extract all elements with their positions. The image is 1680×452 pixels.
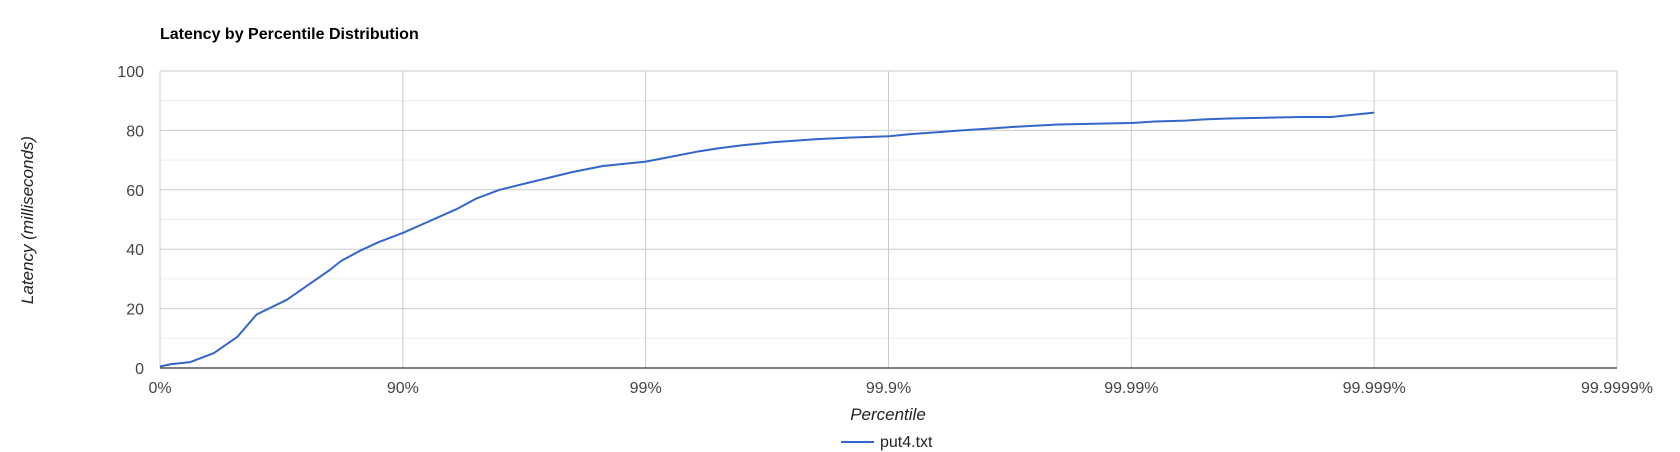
x-tick-label: 90% [387,380,419,397]
x-tick-label: 99.99% [1104,380,1158,397]
y-axis-ticks: 0 20 40 60 80 100 [117,64,144,378]
y-tick-label: 40 [126,242,144,259]
chart-title: Latency by Percentile Distribution [160,26,419,43]
x-tick-label: 0% [148,380,171,397]
x-tick-label: 99% [630,380,662,397]
legend: put4.txt [841,434,933,451]
y-tick-label: 100 [117,64,144,81]
y-tick-label: 0 [135,361,144,378]
gridlines [159,70,1618,369]
y-tick-label: 80 [126,123,144,140]
x-axis-label: Percentile [850,405,926,424]
x-tick-label: 99.9999% [1581,380,1653,397]
series-layer [159,111,1375,368]
y-axis-label: Latency (milliseconds) [18,136,37,304]
series-line [159,111,1375,368]
legend-label: put4.txt [880,434,933,451]
y-tick-label: 60 [126,183,144,200]
y-tick-label: 20 [126,302,144,319]
x-tick-label: 99.9% [866,380,911,397]
x-tick-label: 99.999% [1343,380,1406,397]
x-axis-ticks: 0% 90% 99% 99.9% 99.99% 99.999% 99.9999% [148,380,1653,397]
